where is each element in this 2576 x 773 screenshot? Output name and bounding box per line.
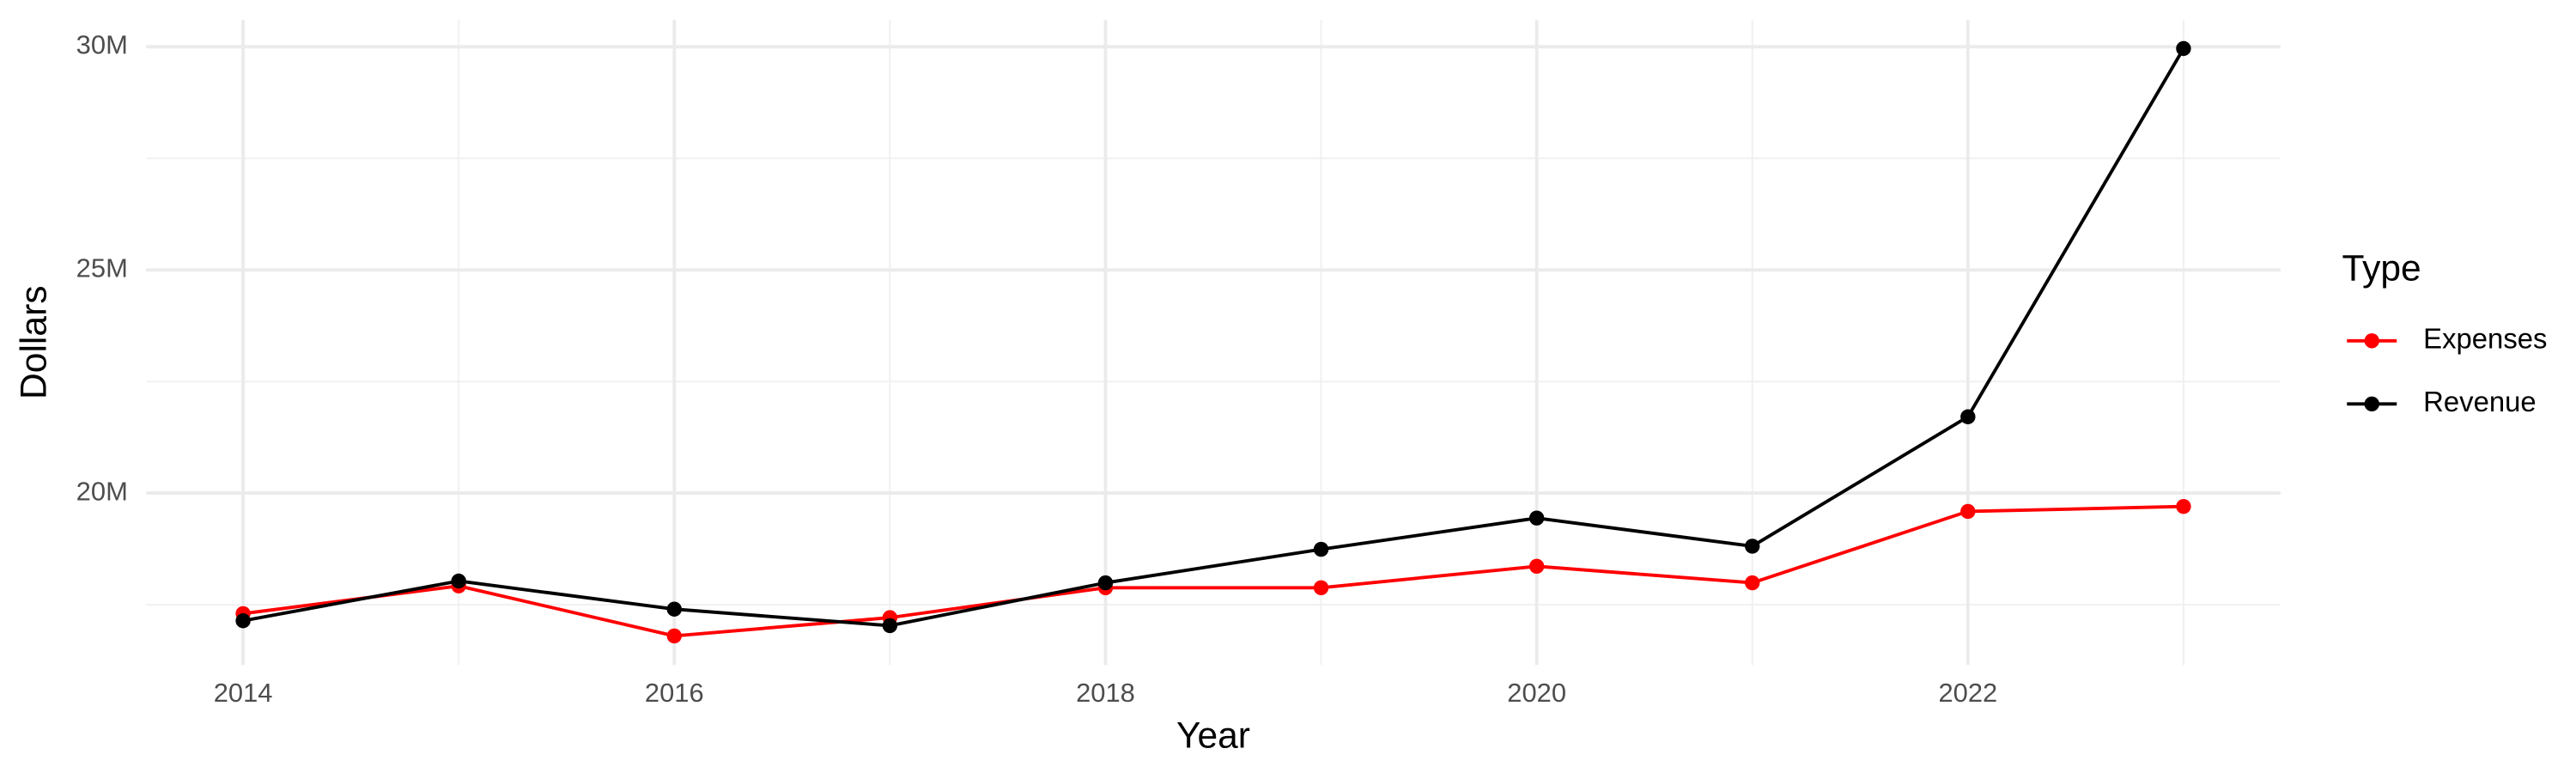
x-axis-title: Year <box>1176 715 1250 757</box>
data-point <box>1313 580 1329 595</box>
data-point <box>451 573 466 589</box>
legend-title: Type <box>2342 248 2421 289</box>
y-tick-label: 30M <box>76 30 128 60</box>
data-point <box>882 618 898 634</box>
y-tick-label: 25M <box>76 253 128 283</box>
x-tick-label: 2016 <box>645 678 704 708</box>
data-point <box>1097 575 1114 591</box>
data-point <box>666 601 682 617</box>
y-axis-title: Dollars <box>14 285 55 399</box>
x-tick-label: 2022 <box>1938 678 1997 708</box>
data-point <box>666 628 682 644</box>
x-tick-label: 2014 <box>214 678 273 708</box>
data-point <box>1745 539 1760 554</box>
data-point <box>1528 510 1545 526</box>
data-point <box>2176 40 2191 57</box>
y-tick-label: 20M <box>76 476 128 506</box>
legend-label: Revenue <box>2423 386 2537 417</box>
x-tick-label: 2020 <box>1507 678 1566 708</box>
data-point <box>235 613 251 629</box>
series-line <box>242 504 2184 638</box>
data-point <box>1313 541 1329 557</box>
data-point <box>1960 409 1976 424</box>
legend-marker <box>2364 396 2379 412</box>
legend-label: Expenses <box>2423 322 2547 354</box>
x-tick-label: 2018 <box>1076 678 1135 708</box>
data-point <box>1528 558 1545 575</box>
data-point <box>1745 575 1760 591</box>
legend-marker <box>2364 333 2379 349</box>
data-point <box>2176 498 2191 514</box>
data-point <box>1960 503 1976 520</box>
series-line <box>242 47 2185 628</box>
